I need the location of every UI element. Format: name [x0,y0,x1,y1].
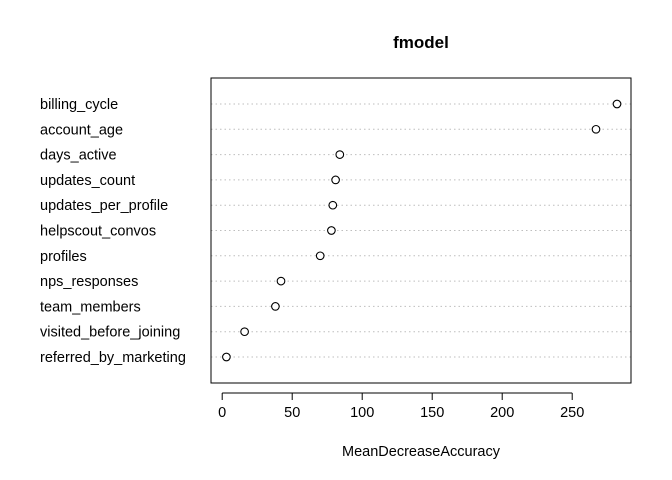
data-point [327,226,336,235]
chart-title: fmodel [393,33,449,52]
category-label: account_age [40,122,123,138]
x-tick-label: 150 [420,405,444,421]
category-label: days_active [40,148,117,164]
data-point [331,175,340,185]
plot-frame [210,77,632,384]
data-point [222,352,231,362]
data-point [335,150,345,159]
grid-lines [211,103,631,358]
category-label: visited_before_joining [40,325,180,341]
data-points [222,99,622,362]
data-point [328,200,338,210]
x-tick-label: 250 [560,405,584,421]
data-point [315,251,325,261]
category-label: profiles [40,249,87,265]
data-point [240,327,249,337]
category-labels: billing_cycle account_age days_activeupdat… [40,97,186,366]
data-point [591,124,601,134]
data-point [612,99,622,109]
x-tick-label: 0 [218,405,226,421]
data-point [276,276,286,286]
category-label: billing_cycle [40,97,118,113]
category-label: nps_responses [40,274,138,290]
category-label: updates_count [40,173,135,189]
category-label: helpscout_convos [40,224,156,240]
category-label: team_members [40,299,141,315]
x-tick-label: 100 [350,405,374,421]
x-axis-label: MeanDecreaseAccuracy [342,444,501,460]
x-tick-label: 200 [490,405,514,421]
x-axis: 0 50 100 150 200 250 [218,392,584,421]
category-label: referred_by_marketing [40,350,186,366]
x-tick-label: 50 [284,405,300,421]
category-label: updates_per_profile [40,198,168,214]
data-point [271,302,280,311]
